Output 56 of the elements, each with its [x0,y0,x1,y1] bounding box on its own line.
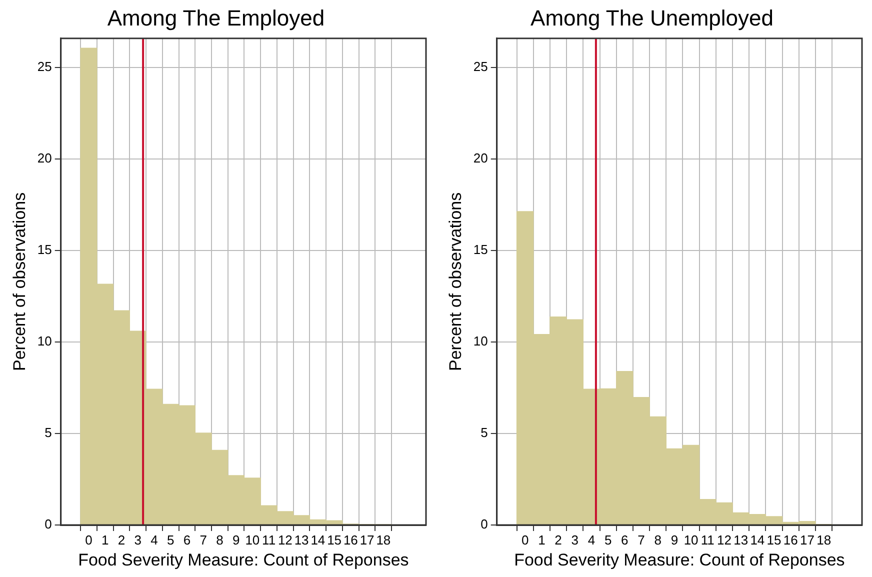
y-tick-label: 25 [37,59,52,74]
x-tick-label: 6 [621,532,628,548]
x-axis-title: Food Severity Measure: Count of Reponses [514,550,845,570]
x-tick-label: 3 [571,532,578,548]
x-tick-label: 18 [376,532,391,548]
x-tick-label: 15 [327,532,342,548]
y-tick-label: 25 [473,59,488,74]
y-tick-label: 20 [37,150,52,166]
x-tick-label: 10 [245,532,260,548]
x-tick-label: 14 [310,532,326,548]
y-tick-label: 10 [473,334,488,349]
x-tick-label: 6 [183,532,191,548]
y-tick-label: 10 [37,334,52,349]
x-tick-label: 18 [816,532,832,548]
x-tick-label: 5 [604,532,612,548]
x-tick-label: 5 [166,532,174,548]
x-tick-label: 1 [538,532,546,548]
y-tick-label: 0 [44,516,52,532]
x-tick-label: 4 [150,532,158,548]
x-tick-label: 0 [85,532,92,548]
x-tick-label: 11 [262,532,276,548]
x-tick-label: 7 [200,532,207,548]
x-tick-label: 8 [216,532,224,548]
x-tick-label: 13 [294,532,309,548]
x-tick-label: 12 [278,532,292,548]
x-tick-label: 16 [343,532,358,548]
x-tick-label: 2 [554,532,562,548]
x-tick-label: 9 [232,532,240,548]
x-axis-title: Food Severity Measure: Count of Reponses [78,550,409,570]
y-axis-title: Percent of observations [10,192,29,372]
y-tick-label: 5 [44,425,52,440]
chart-title: Among The Employed [107,5,325,30]
x-tick-label: 3 [134,532,142,548]
x-tick-label: 10 [684,532,698,548]
y-tick-label: 5 [480,425,488,440]
x-tick-label: 17 [360,532,374,548]
x-tick-label: 1 [101,532,109,548]
x-tick-label: 2 [118,532,126,548]
y-tick-label: 15 [473,242,488,258]
y-tick-label: 0 [480,516,488,532]
x-tick-label: 8 [654,532,662,548]
x-tick-label: 16 [783,532,798,548]
x-tick-label: 13 [734,532,748,548]
x-tick-label: 9 [670,532,678,548]
chart-title: Among The Unemployed [530,5,774,30]
x-tick-label: 15 [766,532,782,548]
x-tick-label: 17 [800,532,814,548]
x-tick-label: 14 [750,532,765,548]
x-tick-label: 0 [521,532,529,548]
x-tick-label: 7 [638,532,645,548]
y-tick-label: 15 [37,242,52,258]
y-tick-label: 20 [473,150,488,166]
x-tick-label: 12 [717,532,732,548]
y-axis-title: Percent of observations [446,192,465,372]
x-tick-label: 11 [700,532,714,548]
x-tick-label: 4 [588,532,596,548]
